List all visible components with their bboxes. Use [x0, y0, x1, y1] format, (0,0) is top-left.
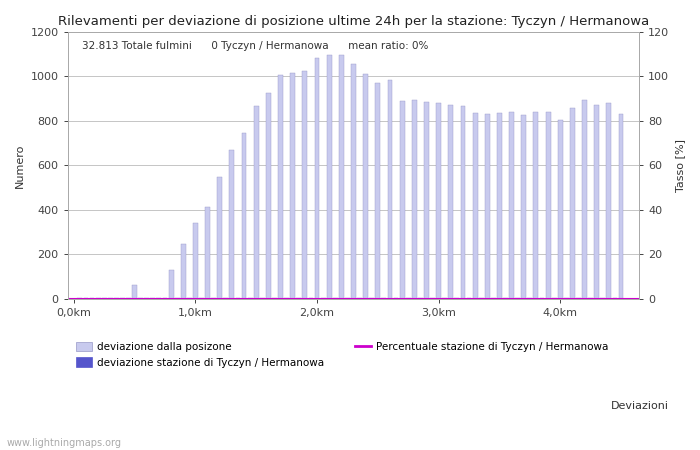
Bar [302, 71, 307, 299]
Bar [400, 101, 405, 299]
Bar [278, 75, 283, 299]
Bar [473, 113, 477, 299]
Bar [217, 176, 222, 299]
Bar [545, 112, 550, 299]
Text: Deviazioni: Deviazioni [610, 401, 668, 411]
Bar [497, 113, 502, 299]
Bar [424, 102, 429, 299]
Bar [339, 55, 344, 299]
Bar [132, 285, 137, 299]
Bar [582, 100, 587, 299]
Y-axis label: Tasso [%]: Tasso [%] [675, 139, 685, 192]
Bar [169, 270, 174, 299]
Bar [533, 112, 538, 299]
Text: www.lightningmaps.org: www.lightningmaps.org [7, 438, 122, 448]
Bar [327, 55, 332, 299]
Bar [181, 244, 186, 299]
Y-axis label: Numero: Numero [15, 143, 25, 188]
Bar [230, 150, 235, 299]
Bar [570, 108, 575, 299]
Bar [290, 73, 295, 299]
Bar [266, 93, 271, 299]
Bar [314, 58, 319, 299]
Bar [594, 105, 599, 299]
Bar [509, 112, 514, 299]
Title: Rilevamenti per deviazione di posizione ultime 24h per la stazione: Tyczyn / Her: Rilevamenti per deviazione di posizione … [58, 15, 649, 28]
Text: 32.813 Totale fulmini      0 Tyczyn / Hermanowa      mean ratio: 0%: 32.813 Totale fulmini 0 Tyczyn / Hermano… [82, 41, 428, 51]
Bar [436, 103, 441, 299]
Bar [363, 74, 368, 299]
Bar [606, 103, 611, 299]
Bar [351, 64, 356, 299]
Bar [241, 133, 246, 299]
Bar [485, 114, 490, 299]
Bar [619, 114, 624, 299]
Legend: deviazione dalla posizone, deviazione stazione di Tyczyn / Hermanowa, Percentual: deviazione dalla posizone, deviazione st… [73, 339, 612, 371]
Bar [412, 100, 416, 299]
Bar [254, 107, 258, 299]
Bar [205, 207, 210, 299]
Bar [193, 223, 198, 299]
Bar [388, 80, 393, 299]
Bar [461, 107, 466, 299]
Bar [522, 115, 526, 299]
Bar [558, 120, 563, 299]
Bar [375, 83, 380, 299]
Bar [449, 105, 453, 299]
